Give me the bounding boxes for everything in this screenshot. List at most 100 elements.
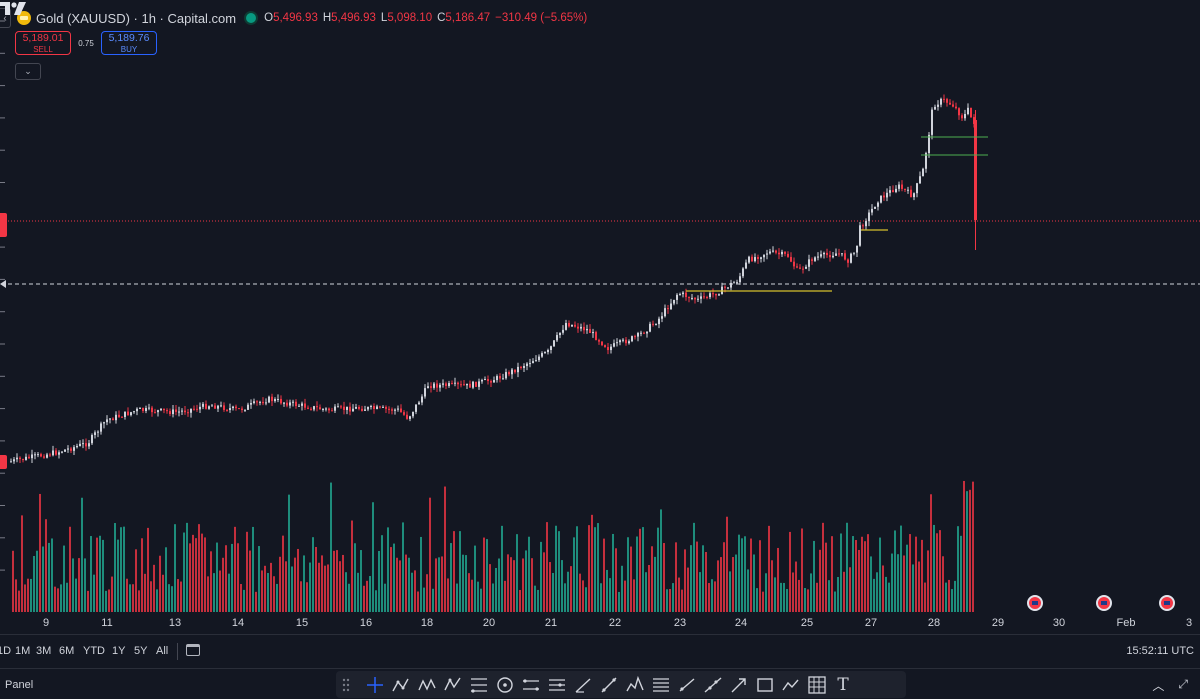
candle-body: [961, 115, 963, 119]
buy-button[interactable]: 5,189.76 BUY: [101, 31, 157, 55]
candle-body: [301, 403, 303, 406]
candle-body: [127, 411, 129, 416]
collapse-trade-button[interactable]: ⌄: [15, 63, 41, 80]
calendar-icon[interactable]: [186, 644, 200, 656]
chevron-up-icon[interactable]: ︿: [1152, 679, 1165, 693]
volume-bar: [261, 570, 263, 612]
timeframe-5y[interactable]: 5Y: [134, 645, 148, 657]
low-value: 5,098.10: [387, 12, 433, 24]
circle-target-icon[interactable]: [492, 674, 518, 696]
volume-bar: [444, 486, 446, 612]
candle-body: [448, 383, 450, 386]
candle-body: [913, 193, 915, 198]
candle-body: [589, 329, 591, 334]
volume-bar: [288, 494, 290, 612]
volume-bar: [330, 482, 332, 612]
candle-body: [460, 384, 462, 386]
us-flag-event-icon[interactable]: [1027, 595, 1043, 611]
volume-bar: [357, 572, 359, 612]
xabcd-pattern-icon[interactable]: [414, 674, 440, 696]
time-axis-label: 25: [800, 617, 814, 629]
volume-bar: [567, 571, 569, 612]
ray-icon[interactable]: [674, 674, 700, 696]
candle-body: [247, 404, 249, 410]
candle-body: [553, 340, 555, 347]
volume-bar: [861, 536, 863, 612]
timeframe-all[interactable]: All: [156, 645, 169, 657]
volume-bar: [780, 582, 782, 612]
candle-body: [82, 443, 84, 445]
volume-bar: [450, 543, 452, 612]
volume-bar: [609, 578, 611, 612]
volume-bar: [654, 556, 656, 612]
volume-bar: [234, 526, 236, 612]
low-key: L: [380, 12, 388, 24]
extended-line-icon[interactable]: [700, 674, 726, 696]
tradingview-logo-icon[interactable]: [0, 0, 26, 16]
horizontal-lines-icon[interactable]: [648, 674, 674, 696]
us-flag-event-icon[interactable]: [1096, 595, 1112, 611]
path-icon[interactable]: [778, 674, 804, 696]
volume-bar: [756, 588, 758, 612]
timeframe-1d[interactable]: 1D: [0, 645, 12, 657]
dots-grid-icon[interactable]: [336, 674, 362, 696]
volume-bar: [645, 572, 647, 612]
candle-body: [262, 401, 264, 404]
candle-body: [244, 409, 246, 411]
panel-label[interactable]: Panel: [5, 679, 34, 691]
us-flag-event-icon[interactable]: [1159, 595, 1175, 611]
abcd-pattern-icon[interactable]: [388, 674, 414, 696]
volume-bar: [102, 539, 104, 612]
volume-bar: [828, 580, 830, 612]
timeframe-1y[interactable]: 1Y: [112, 645, 126, 657]
text-tool-icon[interactable]: T: [837, 674, 849, 695]
candle-body: [871, 208, 873, 213]
volume-bar: [852, 536, 854, 612]
volume-bar: [171, 586, 173, 612]
timeframe-3m[interactable]: 3M: [36, 645, 52, 657]
timeframe-1m[interactable]: 1M: [15, 645, 31, 657]
regression-channel-icon[interactable]: [544, 674, 570, 696]
trend-angle-icon[interactable]: [570, 674, 596, 696]
volume-bar: [441, 556, 443, 612]
volume-bar: [75, 578, 77, 612]
candle-body: [73, 447, 75, 451]
candle-body: [259, 401, 261, 403]
candle-body: [784, 251, 786, 254]
symbol-title[interactable]: Gold (XAUUSD) · 1h · Capital.com: [36, 10, 237, 26]
candle-body: [625, 339, 627, 344]
parallel-channel-icon[interactable]: [518, 674, 544, 696]
crosshair-icon[interactable]: [362, 674, 388, 696]
timeframe-ytd[interactable]: YTD: [83, 645, 105, 657]
elliott-wave-icon[interactable]: [440, 674, 466, 696]
timeframe-6m[interactable]: 6M: [59, 645, 75, 657]
arrow-icon[interactable]: [726, 674, 752, 696]
time-axis[interactable]: 9 11 13 14 15 16 18 20 21 22 23 24 25 27 28 29 30 Feb 3: [0, 612, 1200, 634]
volume-bar: [807, 589, 809, 612]
volume-bar: [516, 534, 518, 612]
volume-bar: [903, 555, 905, 612]
maximize-icon[interactable]: ⤢: [1178, 677, 1188, 691]
volume-bar: [303, 555, 305, 612]
time-axis-label: 21: [544, 617, 558, 629]
table-grid-icon[interactable]: [804, 674, 830, 696]
volume-bar: [618, 591, 620, 612]
volume-bar: [453, 531, 455, 612]
fib-retracement-icon[interactable]: [466, 674, 492, 696]
rectangle-icon[interactable]: [752, 674, 778, 696]
candle-body: [667, 308, 669, 310]
volume-bar: [315, 546, 317, 612]
trend-line-icon[interactable]: [596, 674, 622, 696]
candle-body: [67, 448, 69, 450]
clock[interactable]: 15:52:11 UTC: [1126, 645, 1194, 657]
candle-body: [640, 332, 642, 334]
volume-bar: [687, 567, 689, 612]
head-shoulders-icon[interactable]: [622, 674, 648, 696]
volume-bar: [948, 579, 950, 612]
sell-button[interactable]: 5,189.01 SELL: [15, 31, 71, 55]
price-chart[interactable]: [0, 0, 1200, 634]
candle-body: [49, 454, 51, 456]
chart-area[interactable]: ‹ Gold (XAUUSD) · 1h · Capital.com O5,49…: [0, 0, 1200, 634]
volume-bar: [813, 540, 815, 612]
volume-bar: [390, 547, 392, 612]
